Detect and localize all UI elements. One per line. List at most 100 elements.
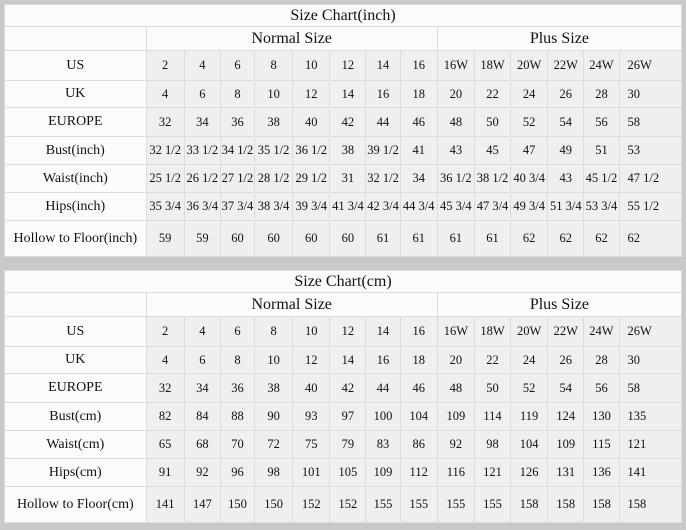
- size-cell: 12: [292, 80, 331, 108]
- size-cell: 38: [254, 107, 294, 137]
- size-cell: 12: [292, 346, 331, 374]
- size-cell: 2: [145, 316, 185, 347]
- size-cell: 158: [510, 486, 549, 523]
- size-cell: 124: [547, 402, 585, 431]
- size-cell: 16: [399, 50, 438, 81]
- size-cell: 6: [219, 316, 256, 347]
- size-cell: 82: [145, 402, 185, 431]
- size-cell: 72: [254, 430, 294, 459]
- size-cell: 22: [473, 80, 512, 108]
- size-cell: 33 1/2: [183, 136, 221, 165]
- size-cell: 43: [436, 136, 475, 165]
- table-row: Hollow to Floor(cm) 141 147 150 150 152 152 155…: [4, 486, 683, 523]
- size-cell: 52: [510, 107, 549, 137]
- size-cell: 98: [254, 458, 294, 487]
- size-cell: 126: [510, 458, 549, 487]
- size-cell: 35 3/4: [145, 192, 185, 221]
- size-cell: 54: [547, 373, 585, 403]
- size-cell: 60: [329, 220, 367, 257]
- size-cell: 83: [365, 430, 401, 459]
- size-cell: 4: [145, 80, 185, 108]
- table-row: Waist(cm) 65 68 70 72 75 79 83 86 92 98 104 109 115 12…: [4, 430, 683, 459]
- size-cell: 96: [219, 458, 256, 487]
- size-cell: 4: [183, 50, 221, 81]
- size-cell: 155: [399, 486, 438, 523]
- size-cell: 6: [219, 50, 256, 81]
- size-cell: 60: [219, 220, 256, 257]
- normal-size-header: Normal Size: [145, 26, 438, 51]
- size-cell: 22W: [547, 50, 585, 81]
- size-cell: 75: [292, 430, 331, 459]
- row-label: Hips(cm): [4, 458, 147, 487]
- size-cell: 20: [436, 80, 475, 108]
- size-cell: 8: [219, 346, 256, 374]
- table-row: Waist(inch) 25 1/2 26 1/2 27 1/2 28 1/2 29 1/…: [4, 164, 683, 193]
- size-cell: 6: [183, 346, 221, 374]
- size-cell: 26: [547, 346, 585, 374]
- size-cell: 50: [473, 373, 512, 403]
- size-cell: 35 1/2: [254, 136, 294, 165]
- size-cell: 54: [547, 107, 585, 137]
- size-cell: 61: [365, 220, 401, 257]
- chart-title: Size Chart(cm): [4, 270, 682, 293]
- size-cell: 158: [547, 486, 585, 523]
- size-cell: 51 3/4: [547, 192, 585, 221]
- size-cell: 26 1/2: [183, 164, 221, 193]
- size-cell: 38: [254, 373, 294, 403]
- size-cell: 109: [547, 430, 585, 459]
- size-cell: 38: [329, 136, 367, 165]
- size-cell: 32: [145, 107, 185, 137]
- size-cell: 59: [183, 220, 221, 257]
- size-cell: 93: [292, 402, 331, 431]
- size-cell: 135: [618, 402, 683, 431]
- size-cell: 14: [365, 316, 401, 347]
- size-cell: 42: [329, 373, 367, 403]
- size-cell: 2: [145, 50, 185, 81]
- size-cell: 58: [618, 107, 683, 137]
- size-cell: 56: [583, 373, 620, 403]
- size-cell: 61: [473, 220, 512, 257]
- size-cell: 8: [219, 80, 256, 108]
- row-label: Bust(cm): [4, 402, 147, 431]
- size-cell: 92: [183, 458, 221, 487]
- row-label: EUROPE: [4, 373, 147, 403]
- size-cell: 10: [254, 346, 294, 374]
- size-cell: 38 1/2: [473, 164, 512, 193]
- size-cell: 48: [436, 107, 475, 137]
- size-cell: 42 3/4: [365, 192, 401, 221]
- size-cell: 16W: [436, 316, 475, 347]
- size-cell: 24W: [583, 316, 620, 347]
- size-cell: 109: [365, 458, 401, 487]
- size-cell: 20W: [510, 50, 549, 81]
- size-cell: 101: [292, 458, 331, 487]
- size-cell: 24: [510, 80, 549, 108]
- size-cell: 36 3/4: [183, 192, 221, 221]
- size-cell: 131: [547, 458, 585, 487]
- row-label: Hollow to Floor(inch): [4, 220, 147, 257]
- size-cell: 115: [583, 430, 620, 459]
- size-cell: 65: [145, 430, 185, 459]
- size-cell: 84: [183, 402, 221, 431]
- size-cell: 44: [365, 107, 401, 137]
- size-cell: 25 1/2: [145, 164, 185, 193]
- size-cell: 88: [219, 402, 256, 431]
- size-cell: 40: [292, 107, 331, 137]
- size-cell: 36 1/2: [292, 136, 331, 165]
- size-cell: 4: [183, 316, 221, 347]
- size-cell: 98: [473, 430, 512, 459]
- normal-size-header: Normal Size: [145, 292, 438, 317]
- chart-title: Size Chart(inch): [4, 4, 682, 27]
- size-cell: 38 3/4: [254, 192, 294, 221]
- size-cell: 141: [145, 486, 185, 523]
- size-cell: 158: [618, 486, 683, 523]
- size-cell: 45: [473, 136, 512, 165]
- size-chart-inch: Size Chart(inch) Normal Size Plus Size US 2 4…: [4, 4, 683, 257]
- size-cell: 62: [547, 220, 585, 257]
- size-cell: 36 1/2: [436, 164, 475, 193]
- size-cell: 49 3/4: [510, 192, 549, 221]
- plus-size-header: Plus Size: [436, 292, 683, 317]
- size-cell: 26W: [618, 50, 683, 81]
- size-cell: 34: [183, 107, 221, 137]
- size-cell: 16: [365, 80, 401, 108]
- corner-cell: [4, 26, 147, 51]
